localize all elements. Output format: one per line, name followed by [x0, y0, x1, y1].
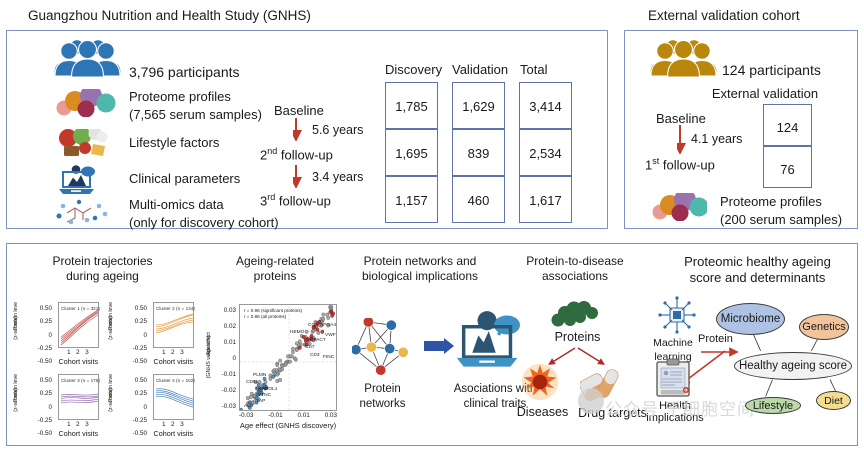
svg-text:(z-scores): (z-scores): [108, 316, 114, 340]
svg-text:Cluster 4 (n = 102): Cluster 4 (n = 102): [156, 378, 195, 383]
svg-text:Cluster 2 (n = 134): Cluster 2 (n = 134): [156, 306, 195, 311]
svg-text:(z-scores): (z-scores): [13, 316, 19, 340]
svg-text:Cluster 3 (n = 176): Cluster 3 (n = 176): [61, 378, 100, 383]
svg-text:Cluster 1 (n = 321): Cluster 1 (n = 321): [61, 306, 100, 311]
svg-text:(z-scores): (z-scores): [13, 388, 19, 412]
svg-text:(z-scores): (z-scores): [108, 388, 114, 412]
svg-text:(GNHS validation): (GNHS validation): [206, 335, 212, 378]
